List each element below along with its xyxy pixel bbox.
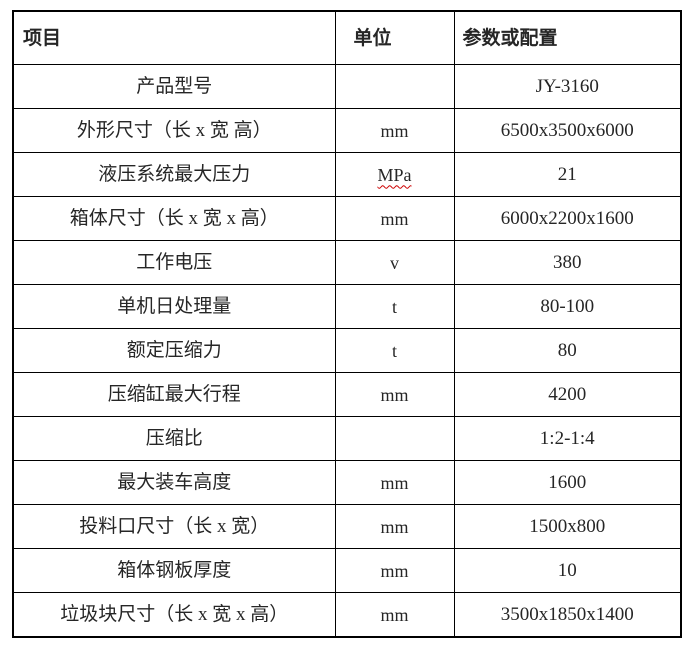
item-cell: 垃圾块尺寸（长 x 宽 x 高） [12, 592, 336, 638]
item-cell: 外形尺寸（长 x 宽 高） [12, 108, 336, 153]
unit-cell: MPa [334, 152, 455, 197]
value-cell: 10 [453, 548, 682, 593]
table-row: 压缩缸最大行程 mm 4200 [12, 372, 682, 417]
unit-cell: v [334, 240, 455, 285]
unit-cell: mm [334, 372, 455, 417]
table-row: 外形尺寸（长 x 宽 高） mm 6500x3500x6000 [12, 108, 682, 153]
unit-cell [334, 64, 455, 109]
item-cell: 工作电压 [12, 240, 336, 285]
value-cell: 80 [453, 328, 682, 373]
table-row: 产品型号 JY-3160 [12, 64, 682, 109]
item-cell: 压缩缸最大行程 [12, 372, 336, 417]
unit-cell: mm [334, 196, 455, 241]
unit-cell: mm [334, 504, 455, 549]
item-cell: 最大装车高度 [12, 460, 336, 505]
value-cell: 6500x3500x6000 [453, 108, 682, 153]
value-cell: 6000x2200x1600 [453, 196, 682, 241]
item-cell: 额定压缩力 [12, 328, 336, 373]
value-cell: 4200 [453, 372, 682, 417]
unit-cell: mm [334, 108, 455, 153]
value-cell: JY-3160 [453, 64, 682, 109]
unit-cell: mm [334, 548, 455, 593]
header-item: 项目 [12, 10, 336, 65]
table-row: 垃圾块尺寸（长 x 宽 x 高） mm 3500x1850x1400 [12, 592, 682, 638]
table-row: 单机日处理量 t 80-100 [12, 284, 682, 329]
table-row: 箱体尺寸（长 x 宽 x 高） mm 6000x2200x1600 [12, 196, 682, 241]
spec-table-header: 项目 单位 参数或配置 [12, 10, 682, 65]
header-unit: 单位 [334, 10, 455, 65]
item-cell: 压缩比 [12, 416, 336, 461]
value-cell: 380 [453, 240, 682, 285]
spec-table-body: 产品型号 JY-3160 外形尺寸（长 x 宽 高） mm 6500x3500x… [12, 64, 682, 638]
table-row: 投料口尺寸（长 x 宽） mm 1500x800 [12, 504, 682, 549]
unit-cell: t [334, 284, 455, 329]
value-cell: 1600 [453, 460, 682, 505]
item-cell: 液压系统最大压力 [12, 152, 336, 197]
value-cell: 1500x800 [453, 504, 682, 549]
item-cell: 箱体钢板厚度 [12, 548, 336, 593]
value-cell: 1:2-1:4 [453, 416, 682, 461]
unit-cell: mm [334, 460, 455, 505]
item-cell: 单机日处理量 [12, 284, 336, 329]
table-row: 工作电压 v 380 [12, 240, 682, 285]
value-cell: 21 [453, 152, 682, 197]
table-row: 额定压缩力 t 80 [12, 328, 682, 373]
header-row: 项目 单位 参数或配置 [12, 10, 682, 65]
table-row: 液压系统最大压力 MPa 21 [12, 152, 682, 197]
table-row: 箱体钢板厚度 mm 10 [12, 548, 682, 593]
item-cell: 投料口尺寸（长 x 宽） [12, 504, 336, 549]
unit-cell: mm [334, 592, 455, 638]
header-value: 参数或配置 [453, 10, 682, 65]
value-cell: 80-100 [453, 284, 682, 329]
unit-cell: t [334, 328, 455, 373]
item-cell: 箱体尺寸（长 x 宽 x 高） [12, 196, 336, 241]
value-cell: 3500x1850x1400 [453, 592, 682, 638]
unit-cell [334, 416, 455, 461]
table-row: 压缩比 1:2-1:4 [12, 416, 682, 461]
spec-table: 项目 单位 参数或配置 产品型号 JY-3160 外形尺寸（长 x 宽 高） m… [12, 10, 682, 638]
table-row: 最大装车高度 mm 1600 [12, 460, 682, 505]
item-cell: 产品型号 [12, 64, 336, 109]
